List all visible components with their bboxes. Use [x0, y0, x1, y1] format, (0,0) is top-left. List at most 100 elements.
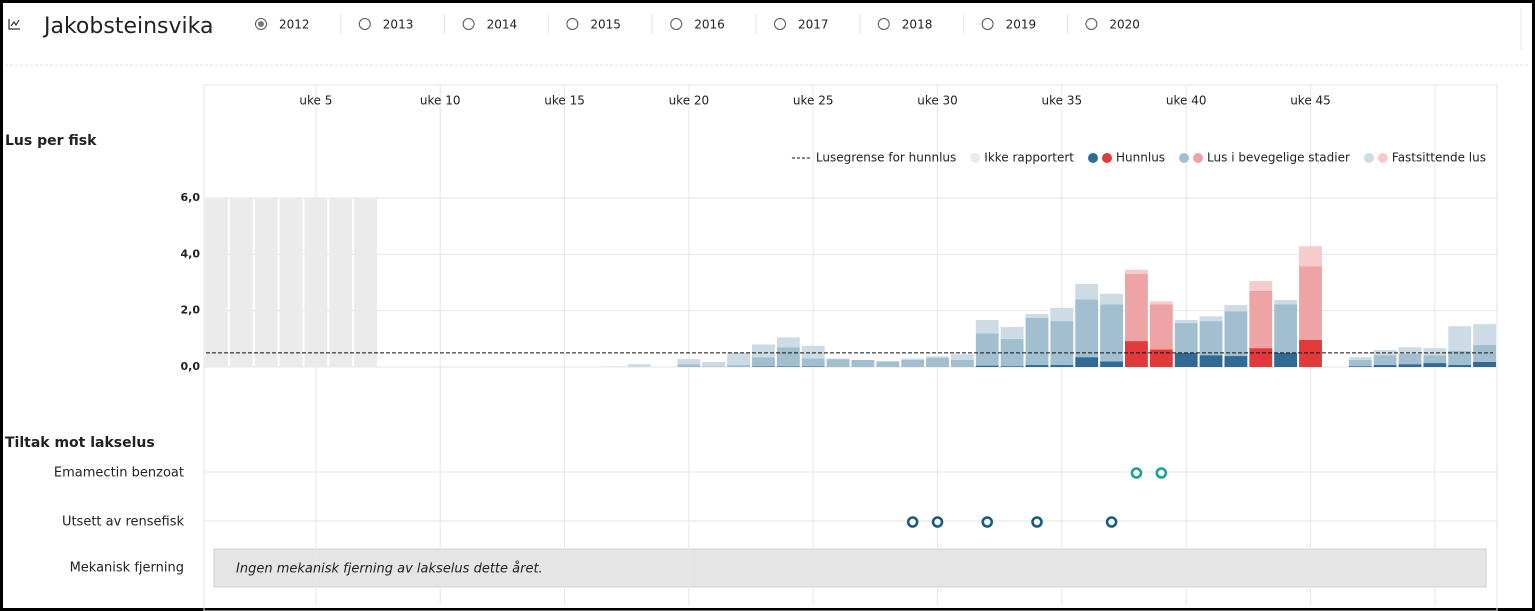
bar-segment [1448, 365, 1472, 367]
bar-segment [950, 354, 974, 360]
bar-segment [1025, 317, 1049, 366]
bar-segment [1075, 299, 1099, 358]
x-tick-label: uke 20 [669, 94, 710, 108]
x-tick-label: uke 40 [1166, 94, 1207, 108]
bar-segment [1100, 304, 1124, 362]
bar-segment [229, 198, 253, 367]
radio-circle[interactable] [670, 18, 683, 30]
bar-segment [851, 359, 875, 367]
bar-segment [1274, 352, 1298, 367]
bar-segment [677, 364, 701, 367]
treatment-marker [981, 516, 994, 528]
bar-segment [1348, 359, 1372, 367]
radio-label[interactable]: 2012 [279, 18, 310, 32]
treatment-marker [1155, 467, 1168, 479]
bar-segment [752, 366, 775, 367]
bar-segment [1149, 301, 1173, 305]
bar-segment [826, 359, 850, 367]
bar-segment [801, 358, 825, 367]
bar-segment [776, 366, 800, 367]
year-radio[interactable]: 2018 [877, 18, 933, 32]
bar-segment [1125, 269, 1148, 275]
bar-segment [901, 359, 925, 367]
bar-segment [1448, 350, 1472, 366]
radio-circle[interactable] [1085, 18, 1098, 30]
bar-segment [1000, 327, 1024, 339]
bar-segment [901, 358, 925, 360]
bar-segment [279, 198, 303, 367]
bar-segment [1075, 283, 1099, 300]
bar-segment [876, 361, 900, 367]
radio-circle[interactable] [566, 18, 579, 30]
note-box [213, 548, 1487, 588]
radio-circle[interactable] [981, 18, 994, 30]
year-radio[interactable]: 2016 [670, 18, 725, 32]
y-tick-label: 4,0 [181, 247, 201, 260]
year-radio[interactable]: 2020 [1085, 18, 1140, 32]
radio-label[interactable]: 2017 [798, 18, 829, 32]
bar-segment [1224, 305, 1248, 312]
radio-dot[interactable] [258, 21, 264, 27]
bar-segment [1224, 356, 1248, 367]
radio-label[interactable]: 2019 [1006, 18, 1037, 32]
treatment-marker [1031, 516, 1043, 528]
bar-segment [1149, 304, 1173, 350]
year-radio[interactable]: 2015 [566, 18, 621, 32]
radio-label[interactable]: 2016 [694, 18, 725, 32]
bar-segment [1274, 304, 1298, 353]
bar-segment [1299, 339, 1322, 367]
radio-circle[interactable] [462, 18, 475, 30]
bar-segment [329, 198, 353, 367]
radio-circle[interactable] [877, 18, 890, 30]
bar-segment [677, 359, 701, 365]
legend-dot [1102, 153, 1113, 163]
bar-segment [1199, 355, 1223, 367]
year-radio[interactable]: 2013 [358, 18, 414, 32]
radio-label[interactable]: 2013 [383, 18, 414, 32]
year-radio[interactable]: 2014 [462, 18, 518, 32]
bar-segment [1025, 314, 1049, 318]
year-radio[interactable]: 2017 [774, 18, 829, 32]
bar-segment [752, 357, 775, 367]
bar-segment [1174, 323, 1198, 353]
radio-label[interactable]: 2014 [487, 18, 518, 32]
bar-segment [826, 358, 850, 360]
radio-circle[interactable] [774, 18, 786, 30]
bar-segment [1149, 349, 1173, 367]
bar-segment [1448, 326, 1472, 351]
bar-segment [1174, 319, 1198, 324]
bar-segment [950, 359, 974, 367]
radio-label[interactable]: 2020 [1109, 18, 1140, 32]
year-radio[interactable]: 2012 [255, 18, 310, 32]
treatments-title: Tiltak mot lakselus [5, 435, 155, 451]
bar-segment [776, 347, 800, 367]
radio-circle[interactable] [358, 18, 371, 30]
bar-segment [801, 345, 825, 359]
legend-dot [1179, 153, 1190, 163]
treatment-label: Utsett av rensefisk [62, 515, 185, 530]
bar-segment [1274, 299, 1298, 305]
bar-segment [1000, 366, 1024, 367]
treatment-marker [1130, 467, 1143, 479]
year-radio[interactable]: 2019 [981, 18, 1037, 32]
radio-label[interactable]: 2015 [590, 18, 621, 32]
treatment-marker [931, 516, 944, 528]
radio-label[interactable]: 2018 [902, 18, 933, 32]
x-tick-label: uke 15 [544, 94, 585, 108]
y-tick-label: 2,0 [181, 304, 201, 317]
bar-segment [1348, 357, 1372, 360]
bar-segment [975, 333, 999, 366]
bar-segment [727, 352, 751, 366]
legend-dot [970, 153, 981, 163]
bar-segment [1125, 274, 1148, 342]
bar-segment [1348, 366, 1372, 367]
y-axis-label: Lus per fisk [5, 133, 97, 149]
bar-segment [602, 366, 626, 367]
bar-segment [1473, 345, 1496, 362]
legend-dot [1377, 153, 1388, 163]
bar-segment [1249, 290, 1273, 349]
bar-segment [1249, 281, 1273, 291]
bar-segment [1100, 361, 1124, 367]
bar-segment [752, 344, 775, 358]
